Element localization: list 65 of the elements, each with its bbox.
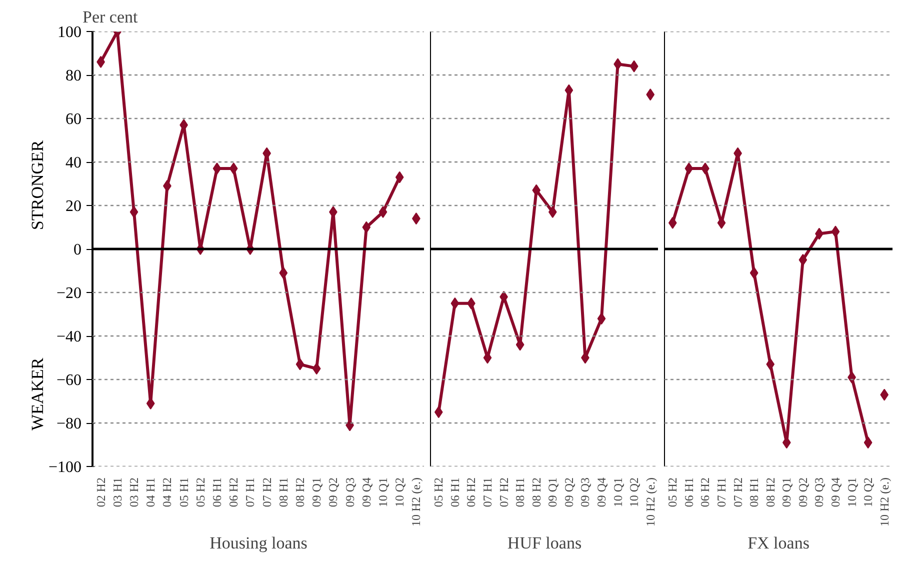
x-tick-label: 04 H1 — [144, 477, 158, 508]
x-tick-label: 07 H2 — [260, 477, 274, 508]
x-tick-label: 10 Q1 — [610, 477, 625, 508]
y-tick-label: 100 — [58, 24, 82, 41]
x-tick-label: 09 Q2 — [326, 477, 340, 508]
x-tick-label: 06 H1 — [448, 477, 462, 508]
x-tick-label: 09 Q4 — [359, 477, 374, 508]
x-axis-title: HUF loans — [507, 533, 582, 552]
x-tick-label: 08 H2 — [293, 477, 307, 508]
x-tick-label: 07 H2 — [496, 477, 511, 508]
x-tick-label: 10 H2 (e.) — [877, 477, 892, 526]
x-tick-label: 05 H2 — [432, 477, 446, 508]
x-tick-label: 02 H2 — [94, 477, 108, 508]
y-tick-label: −60 — [56, 372, 82, 389]
x-tick-label: 07 H1 — [243, 477, 258, 508]
x-tick-label: 06 H2 — [464, 477, 478, 508]
x-tick-label: 03 H2 — [127, 477, 141, 508]
text: WEAKER — [28, 357, 47, 430]
y-tick-label: 80 — [66, 68, 82, 84]
y-axis-title: Per cent — [82, 8, 138, 26]
x-tick-label: 05 H2 — [666, 477, 680, 508]
x-tick-label: 08 H2 — [529, 477, 544, 508]
x-axis-title: Housing loans — [210, 533, 308, 552]
x-tick-label: 09 Q2 — [796, 477, 810, 508]
x-tick-label: 10 Q2 — [392, 477, 407, 508]
x-tick-label: 10 Q1 — [376, 477, 390, 508]
x-tick-label: 09 Q1 — [546, 477, 560, 508]
x-tick-label: 09 Q1 — [780, 477, 794, 508]
x-tick-label: 10 Q2 — [861, 477, 876, 508]
x-tick-label: 10 H2 (e.) — [409, 477, 424, 526]
x-tick-label: 07 H1 — [480, 477, 494, 508]
x-tick-label: 10 H2 (e.) — [643, 477, 658, 526]
y-tick-label: −80 — [56, 416, 82, 432]
x-tick-label: 08 H1 — [747, 477, 762, 508]
x-tick-label: 09 Q3 — [578, 477, 592, 508]
x-tick-label: 07 H1 — [714, 477, 728, 508]
x-tick-label: 07 H2 — [730, 477, 745, 508]
y-tick-label: −100 — [48, 459, 82, 476]
x-tick-label: 08 H1 — [276, 477, 290, 508]
x-tick-label: 10 Q1 — [844, 477, 859, 508]
x-tick-label: 05 H2 — [193, 477, 208, 508]
x-tick-label: 09 Q3 — [342, 477, 357, 508]
x-tick-label: 05 H1 — [176, 477, 191, 508]
y-tick-label: 20 — [66, 198, 82, 215]
x-tick-label: 04 H2 — [160, 477, 174, 508]
x-tick-label: 09 Q2 — [562, 477, 576, 508]
y-tick-label: 0 — [74, 242, 82, 258]
x-tick-label: 06 H2 — [226, 477, 241, 508]
x-tick-label: 09 Q4 — [828, 477, 842, 508]
x-tick-label: 08 H2 — [763, 477, 778, 508]
x-tick-label: 09 Q4 — [594, 477, 608, 508]
x-tick-label: 06 H1 — [210, 477, 224, 508]
y-tick-label: 60 — [66, 111, 82, 128]
x-tick-label: 10 Q2 — [627, 477, 642, 508]
x-tick-label: 08 H1 — [513, 477, 528, 508]
text: STRONGER — [28, 140, 47, 230]
y-tick-label: −20 — [56, 285, 82, 302]
x-tick-label: 03 H1 — [110, 477, 124, 508]
x-tick-label: 06 H2 — [698, 477, 712, 508]
x-tick-label: 06 H1 — [682, 477, 696, 508]
y-tick-label: 40 — [66, 154, 82, 172]
x-tick-label: 09 Q3 — [812, 477, 826, 508]
x-tick-label: 09 Q1 — [310, 477, 324, 508]
y-tick-label: −40 — [56, 328, 82, 346]
x-axis-title: FX loans — [748, 533, 810, 552]
